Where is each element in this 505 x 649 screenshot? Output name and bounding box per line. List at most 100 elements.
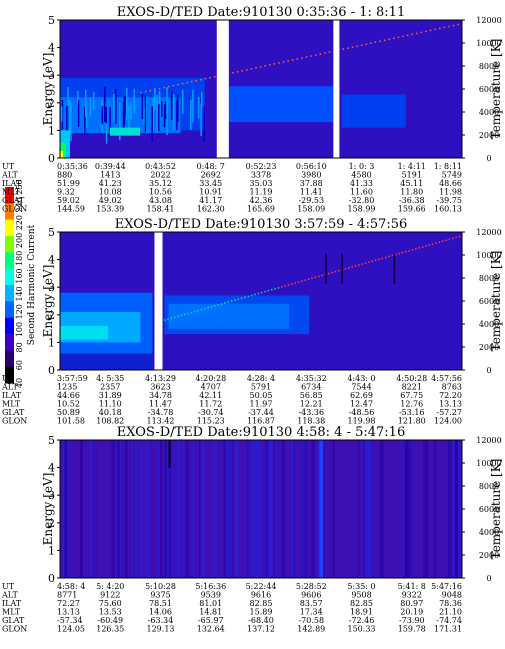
- heatmap-cell: [64, 440, 68, 578]
- heatmap-cell: [304, 279, 307, 281]
- heatmap-cell: [324, 52, 326, 54]
- heatmap-cell: [190, 80, 193, 83]
- table-cell: -72.46: [349, 616, 375, 625]
- y-tick-label: 4: [48, 254, 55, 267]
- table-cell: 4:57:56: [431, 374, 462, 383]
- colorbar-tick-label: 200: [15, 233, 24, 248]
- heatmap-cell: [401, 251, 404, 254]
- heatmap-cell: [341, 94, 406, 128]
- heatmap-cell: [109, 106, 111, 133]
- heatmap-cell: [213, 75, 216, 78]
- table-row-label: ILAT: [2, 179, 22, 188]
- heatmap-cell: [195, 79, 198, 82]
- table-cell: 9606: [301, 591, 321, 600]
- heatmap-cell: [248, 440, 251, 578]
- heatmap-cell: [230, 440, 233, 578]
- heatmap-cell: [250, 68, 253, 70]
- heatmap-cell: [60, 353, 153, 370]
- table-cell: -68.40: [248, 616, 274, 625]
- heatmap-cell: [157, 440, 160, 578]
- heatmap-cell: [284, 285, 286, 287]
- heatmap-cell: [84, 89, 87, 117]
- heatmap-cell: [163, 104, 166, 128]
- table-cell: 67.75: [400, 391, 423, 400]
- heatmap-cell: [141, 440, 143, 578]
- table-cell: 83.57: [300, 599, 323, 608]
- y2-tick-label: 4000: [479, 528, 499, 537]
- heatmap-cell: [384, 256, 387, 259]
- table-row-label: MLT: [2, 608, 21, 617]
- heatmap-cell: [282, 440, 285, 578]
- heatmap-cell: [425, 440, 429, 578]
- table-cell: -63.34: [148, 616, 174, 625]
- heatmap-cell: [250, 294, 253, 297]
- table-cell: 49.02: [99, 196, 122, 205]
- heatmap-cell: [259, 66, 262, 68]
- table-cell: 115.23: [197, 417, 225, 426]
- table-cell: -48.56: [349, 408, 375, 417]
- heatmap-cell: [178, 440, 182, 578]
- y2-axis-label: Temperature [K]: [489, 459, 503, 560]
- heatmap-cell: [172, 94, 175, 130]
- heatmap-cell: [237, 440, 239, 578]
- heatmap-cell: [371, 260, 374, 262]
- heatmap-cell: [310, 55, 312, 57]
- heatmap-cell: [281, 286, 283, 288]
- heatmap-cell: [210, 306, 213, 308]
- y2-tick-label: 8000: [479, 482, 499, 491]
- colorbar-swatch: [5, 252, 14, 270]
- data-gap: [154, 231, 163, 371]
- heatmap-cell: [223, 440, 226, 578]
- table-cell: 2357: [100, 383, 120, 392]
- table-cell: 21.10: [439, 608, 462, 617]
- heatmap-cell: [311, 277, 313, 280]
- heatmap-cell: [177, 315, 179, 318]
- table-cell: 0:43:52: [145, 162, 176, 171]
- heatmap-cell: [267, 440, 271, 578]
- heatmap-cell: [254, 440, 257, 578]
- heatmap-cell: [237, 298, 240, 300]
- y-tick-label: 2: [48, 517, 55, 530]
- table-cell: 11.60: [350, 188, 373, 197]
- heatmap-cell: [144, 90, 147, 93]
- heatmap-cell: [317, 275, 320, 278]
- heatmap-cell: [246, 69, 248, 71]
- heatmap-cell: [200, 78, 202, 81]
- colorbar-tick-label: 220: [15, 215, 24, 230]
- table-cell: 11.47: [149, 400, 172, 409]
- heatmap-cell: [173, 316, 176, 319]
- colorbar-label: Second Harmonic Current: [27, 224, 37, 345]
- heatmap-cell: [287, 60, 289, 62]
- heatmap-cell: [434, 28, 436, 31]
- heatmap-cell: [170, 440, 174, 578]
- table-cell: 72.20: [439, 391, 462, 400]
- table-cell: 44.66: [57, 391, 80, 400]
- heatmap-cell: [357, 440, 360, 578]
- heatmap-cell: [203, 106, 206, 142]
- y2-tick-label: 8000: [479, 62, 499, 71]
- heatmap-cell: [85, 107, 88, 128]
- heatmap-cell: [177, 83, 179, 86]
- table-cell: -34.78: [148, 408, 174, 417]
- heatmap-cell: [455, 440, 459, 578]
- table-cell: 9048: [442, 591, 462, 600]
- heatmap-cell: [141, 93, 144, 120]
- heatmap-cell: [160, 100, 163, 117]
- heatmap-cell: [344, 268, 347, 270]
- table-cell: 118.38: [297, 417, 325, 426]
- table-cell: 41.17: [199, 196, 222, 205]
- heatmap-cell: [391, 254, 394, 257]
- y2-tick-label: 2000: [479, 343, 499, 352]
- y-tick-label: 1: [48, 544, 55, 557]
- heatmap-cell: [398, 252, 400, 255]
- heatmap-cell: [103, 88, 106, 122]
- table-cell: 4707: [201, 383, 221, 392]
- y2-tick-label: 0: [486, 574, 491, 583]
- heatmap-cell: [158, 87, 161, 90]
- heatmap-cell: [403, 440, 406, 578]
- table-cell: 10.91: [199, 188, 222, 197]
- heatmap-cell: [270, 440, 273, 578]
- table-cell: 9508: [351, 591, 371, 600]
- y2-tick-label: 2000: [479, 131, 499, 140]
